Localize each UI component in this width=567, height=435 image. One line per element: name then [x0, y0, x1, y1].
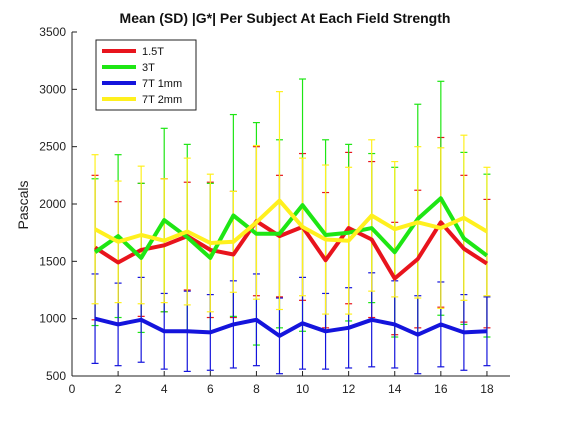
- series-line-7t-2mm: [94, 198, 488, 245]
- y-tick-label: 1500: [39, 254, 66, 268]
- plot-area: [91, 78, 491, 375]
- axes: 0 2 4 6 8 10 12 14 16 18 500 1000 1500 2000 2500 3000 35…: [39, 25, 510, 396]
- y-tick-label: 2500: [39, 140, 66, 154]
- y-axis-label: Pascals: [15, 180, 31, 229]
- legend-label: 1.5T: [142, 46, 164, 58]
- series-line-7t-1mm: [94, 316, 487, 338]
- y-tick-label: 3000: [39, 82, 66, 96]
- x-tick-label: 6: [207, 382, 214, 396]
- x-tick-label: 2: [115, 382, 122, 396]
- x-tick-label: 8: [253, 382, 260, 396]
- series-line-1.5t: [94, 219, 488, 281]
- x-tick-label: 16: [434, 382, 448, 396]
- legend-label: 3T: [142, 62, 155, 74]
- x-tick-label: 12: [342, 382, 356, 396]
- legend-label: 7T 2mm: [142, 94, 182, 106]
- chart-title: Mean (SD) |G*| Per Subject At Each Field…: [120, 10, 451, 26]
- x-tick-label: 0: [69, 382, 76, 396]
- y-tick-label: 3500: [39, 25, 66, 39]
- y-tick-label: 500: [46, 369, 66, 383]
- x-tick-label: 14: [388, 382, 402, 396]
- x-tick-label: 18: [480, 382, 494, 396]
- y-tick-label: 1000: [39, 312, 66, 326]
- x-tick-label: 10: [296, 382, 310, 396]
- x-tick-label: 4: [161, 382, 168, 396]
- y-tick-label: 2000: [39, 197, 66, 211]
- legend-label: 7T 1mm: [142, 78, 182, 90]
- legend: 1.5T 3T 7T 1mm 7T 2mm: [95, 39, 197, 111]
- error-bars-7t-2mm: [91, 91, 491, 315]
- series-line-3t: [93, 196, 489, 260]
